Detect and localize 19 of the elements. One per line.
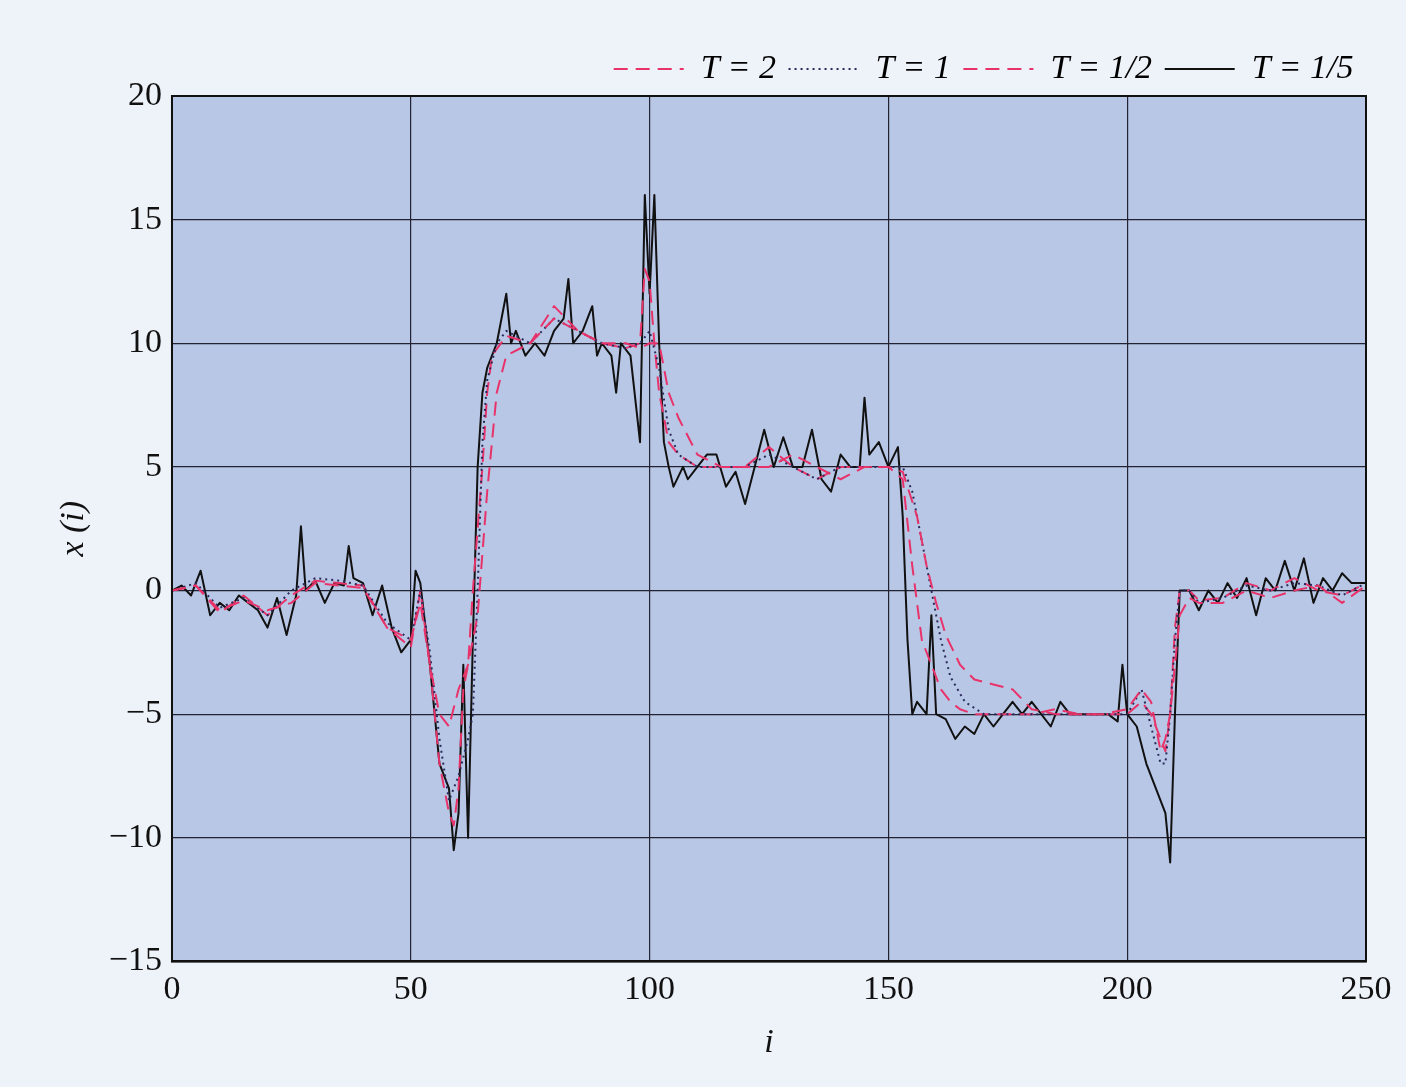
y-tick-label: 20: [127, 74, 162, 112]
legend-label: T = 2: [700, 47, 776, 85]
y-tick-label: 15: [127, 198, 162, 236]
x-tick-label: 100: [624, 968, 676, 1006]
legend-label: T = 1: [875, 47, 951, 85]
y-tick-label: −5: [125, 693, 162, 731]
y-tick-label: 5: [144, 445, 162, 483]
x-tick-label: 250: [1340, 968, 1392, 1006]
y-tick-label: 0: [144, 569, 162, 607]
y-tick-label: 10: [127, 322, 162, 360]
legend-label: T = 1/5: [1251, 47, 1354, 85]
x-tick-label: 50: [393, 968, 428, 1006]
y-tick-label: −15: [108, 940, 162, 978]
x-tick-label: 200: [1101, 968, 1153, 1006]
x-tick-label: 150: [862, 968, 914, 1006]
legend-label: T = 1/2: [1050, 47, 1153, 85]
x-axis-title: i: [764, 1021, 774, 1059]
y-axis-title: x (i): [53, 500, 92, 558]
y-tick-label: −10: [108, 816, 162, 854]
